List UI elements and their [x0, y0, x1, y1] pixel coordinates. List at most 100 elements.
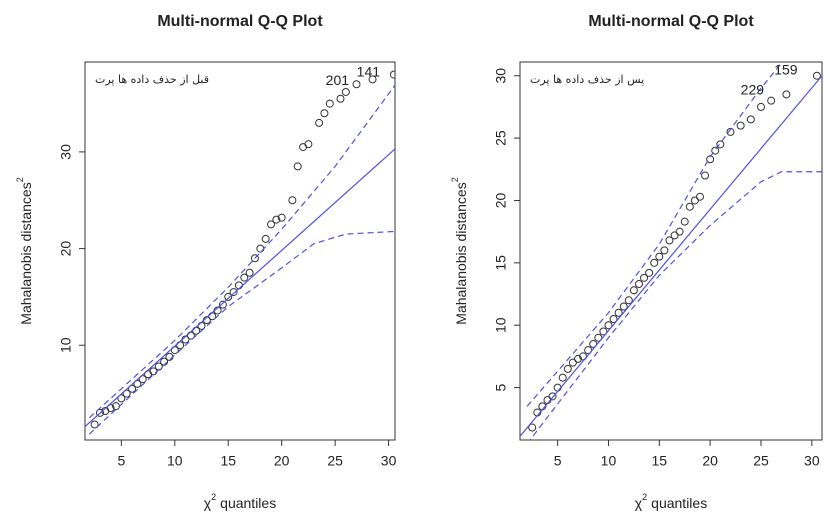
- y-tick-label: 5: [493, 384, 509, 392]
- data-point: [782, 90, 791, 99]
- x-tick-label: 30: [381, 453, 397, 469]
- data-point: [106, 404, 115, 413]
- data-point: [629, 286, 638, 295]
- data-point: [599, 327, 608, 336]
- data-point: [122, 389, 131, 398]
- plot-area: [85, 70, 395, 435]
- x-axis-label: χ2 quantiles: [635, 492, 707, 510]
- x-tick-label: 15: [652, 453, 668, 469]
- data-point: [256, 244, 265, 253]
- reference-line: [520, 75, 822, 438]
- data-point: [609, 314, 618, 323]
- panel: Multi-normal Q-Q Plot 5 10 15 20 25 30 5 10 15 20 2…: [450, 13, 823, 511]
- x-tick-label: 10: [601, 453, 617, 469]
- data-point: [293, 162, 302, 171]
- data-point: [336, 94, 345, 103]
- x-tick-label: 25: [327, 453, 343, 469]
- data-point: [325, 99, 334, 108]
- data-point: [746, 115, 755, 124]
- chart-title: Multi-normal Q-Q Plot: [157, 13, 323, 30]
- data-point: [695, 192, 704, 201]
- plot-area: [520, 62, 822, 440]
- annotation: قبل از حذف داده ها پرت: [95, 73, 209, 86]
- x-tick-label: 30: [804, 453, 820, 469]
- data-point: [573, 354, 582, 363]
- confidence-band: [88, 84, 395, 419]
- data-point: [665, 236, 674, 245]
- y-tick-label: 15: [493, 255, 509, 271]
- y-label-text: Mahalanobis distances: [18, 182, 34, 324]
- data-point: [812, 71, 821, 80]
- data-point: [568, 358, 577, 367]
- confidence-band: [88, 230, 395, 435]
- data-point: [218, 300, 227, 309]
- data-point: [645, 268, 654, 277]
- data-point: [640, 273, 649, 282]
- data-point: [670, 231, 679, 240]
- data-point: [716, 140, 725, 149]
- data-point: [701, 171, 710, 180]
- data-point: [548, 392, 557, 401]
- data-point: [368, 75, 377, 84]
- data-point: [304, 140, 313, 149]
- data-point: [299, 143, 308, 152]
- data-point: [261, 234, 270, 243]
- x-label-symbol: χ: [635, 495, 643, 511]
- chart-title: Multi-normal Q-Q Plot: [588, 13, 754, 30]
- y-tick-label: 30: [493, 68, 509, 84]
- data-point: [90, 420, 99, 429]
- data-point: [594, 333, 603, 342]
- data-point: [272, 215, 281, 224]
- y-tick-label: 10: [493, 317, 509, 333]
- data-point: [767, 96, 776, 105]
- data-point: [660, 246, 669, 255]
- x-label-symbol: χ: [204, 495, 212, 511]
- data-point: [558, 373, 567, 382]
- y-tick-label: 20: [58, 241, 74, 257]
- confidence-band: [529, 171, 822, 440]
- data-point: [680, 217, 689, 226]
- y-axis-label: Mahalanobis distances2: [15, 177, 33, 324]
- data-point: [320, 109, 329, 118]
- point-label: 159: [774, 61, 798, 77]
- x-tick-label: 15: [220, 453, 236, 469]
- y-tick-label: 20: [493, 192, 509, 208]
- x-axis-label: χ2 quantiles: [204, 492, 276, 510]
- y-label-sup: 2: [15, 177, 25, 182]
- data-point: [234, 281, 243, 290]
- point-label: 141: [357, 63, 381, 79]
- data-point: [711, 146, 720, 155]
- data-point: [229, 288, 238, 297]
- data-point: [288, 196, 297, 205]
- point-label: 229: [741, 81, 765, 97]
- data-point: [655, 252, 664, 261]
- data-point: [528, 423, 537, 432]
- reference-line: [85, 148, 395, 428]
- data-point: [685, 202, 694, 211]
- data-point: [624, 296, 633, 305]
- y-label-sup: 2: [450, 177, 460, 182]
- x-tick-label: 10: [167, 453, 183, 469]
- data-point: [250, 254, 259, 263]
- data-point: [277, 213, 286, 222]
- data-point: [634, 280, 643, 289]
- data-point: [315, 118, 324, 127]
- data-point: [245, 268, 254, 277]
- point-label: 201: [326, 72, 350, 88]
- y-axis-label: Mahalanobis distances2: [450, 177, 468, 324]
- x-tick-label: 5: [554, 453, 562, 469]
- plot-frame: [519, 61, 823, 441]
- x-tick-label: 5: [117, 453, 125, 469]
- data-point: [128, 384, 137, 393]
- data-point: [650, 258, 659, 267]
- x-label-sup: 2: [642, 492, 647, 502]
- data-point: [756, 102, 765, 111]
- plot-frame: [84, 61, 396, 441]
- y-tick-label: 30: [58, 144, 74, 160]
- data-point: [341, 87, 350, 96]
- data-point: [619, 302, 628, 311]
- x-tick-label: 25: [753, 453, 769, 469]
- y-tick-label: 25: [493, 130, 509, 146]
